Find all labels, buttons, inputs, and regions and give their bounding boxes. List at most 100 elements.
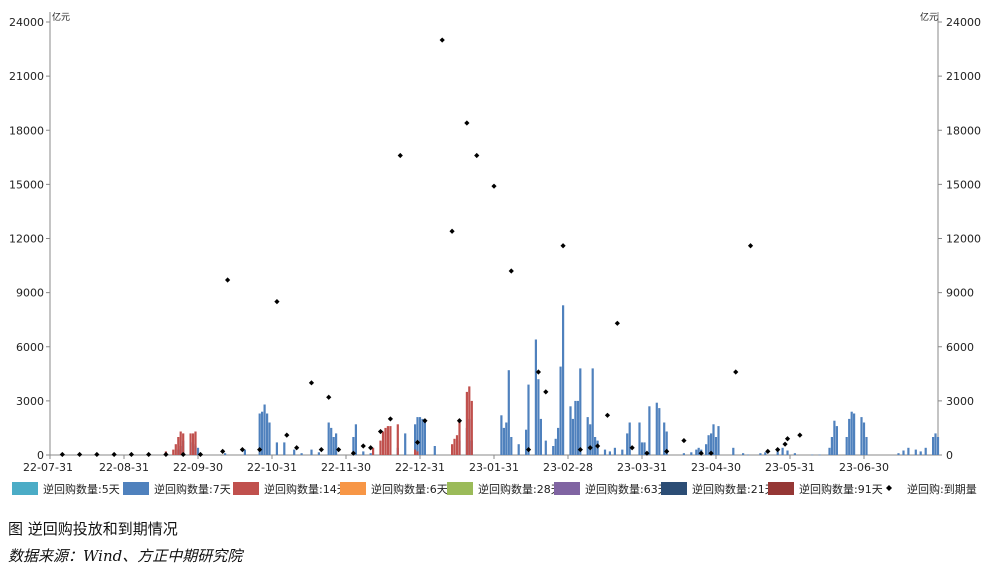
maturity-point [111, 451, 117, 458]
bar-layer [61, 305, 940, 456]
maturity-point [508, 268, 514, 274]
maturity-point [543, 389, 549, 395]
bar-7d [643, 442, 646, 455]
bar-7d [848, 418, 851, 455]
maturity-point [456, 418, 463, 424]
bar-7d [764, 452, 767, 455]
maturity-point [491, 183, 497, 189]
y-tick-label-right: 12000 [946, 233, 981, 246]
bar-7d [626, 433, 629, 455]
figure-caption: 图 逆回购投放和到期情况 [8, 520, 178, 538]
y-tick-label-right: 0 [946, 449, 953, 462]
bar-7d [332, 437, 335, 455]
bar-7d [833, 420, 836, 455]
legend-swatch-maturity [886, 485, 892, 491]
bar-7d [818, 454, 821, 456]
bar-14d [189, 433, 192, 455]
bar-7d [327, 422, 330, 455]
maturity-point [414, 439, 421, 445]
maturity-point [163, 451, 169, 458]
bar-7d [830, 437, 833, 455]
bar-7d [293, 449, 296, 455]
maturity-point [733, 369, 739, 375]
maturity-point [377, 428, 384, 435]
maturity-point [146, 451, 152, 458]
y-tick-label-left: 12000 [9, 233, 44, 246]
bar-14d [453, 438, 456, 455]
maturity-point [595, 443, 601, 449]
bar-7d [414, 424, 417, 455]
bar-7d [505, 422, 508, 455]
bar-7d [793, 453, 796, 455]
bar-7d [907, 447, 910, 455]
bar-7d [310, 449, 313, 455]
bar-7d [665, 431, 668, 455]
bar-7d [924, 447, 927, 455]
y-tick-label-left: 15000 [9, 178, 44, 191]
y-tick-label-left: 9000 [16, 287, 44, 300]
maturity-point [308, 380, 315, 386]
bar-7d [707, 435, 710, 455]
maturity-point [197, 451, 204, 458]
maturity-point [128, 451, 134, 458]
bar-14d [384, 427, 387, 455]
maturity-point [274, 299, 280, 305]
bar-7d [404, 433, 407, 455]
x-tick-label: 22-08-31 [99, 461, 149, 474]
bar-14d [192, 433, 195, 455]
bar-7d [781, 447, 784, 455]
bar-14d [465, 391, 468, 455]
bar-14d [414, 449, 417, 455]
maturity-point [336, 446, 342, 453]
maturity-point [708, 450, 714, 456]
bar-7d [243, 449, 246, 455]
bar-7d [865, 437, 868, 455]
bar-7d [527, 384, 530, 455]
bar-7d [710, 433, 713, 455]
y-tick-label-left: 21000 [9, 70, 44, 83]
maturity-point [747, 243, 754, 249]
maturity-point [318, 446, 324, 453]
bar-7d [557, 427, 560, 455]
y-tick-label-right: 3000 [946, 395, 974, 408]
bar-7d [423, 422, 426, 455]
bar-7d [258, 413, 261, 455]
bar-7d [919, 451, 922, 455]
maturity-point [239, 446, 245, 453]
bar-7d [776, 451, 779, 455]
legend-label: 逆回购数量:63天 [585, 482, 669, 496]
bar-7d [717, 426, 720, 455]
bar-7d [934, 433, 937, 455]
bar-7d [811, 454, 814, 456]
bar-7d [562, 305, 565, 455]
bar-14d [194, 431, 197, 455]
bar-7d [534, 339, 537, 455]
bar-7d [759, 453, 762, 455]
bar-14d [381, 431, 385, 455]
maturity-point [784, 436, 791, 442]
maturity-point [474, 152, 480, 159]
bar-7d [608, 451, 611, 455]
bar-14d [177, 437, 180, 455]
legend-label: 逆回购数量:14天 [264, 482, 348, 496]
bar-7d [853, 413, 856, 455]
x-tick-label: 23-05-31 [765, 461, 815, 474]
bar-14d [179, 431, 182, 455]
y-tick-label-right: 9000 [946, 287, 974, 300]
bar-7d [502, 427, 505, 455]
maturity-point [59, 451, 65, 458]
chart-legend: 逆回购数量:5天 逆回购数量:7天 逆回购数量:14天 逆回购数量:6天 逆回购数量:2… [8, 477, 977, 499]
bar-7d [695, 449, 698, 455]
maturity-point [350, 450, 356, 456]
source-note: 数据来源：Wind、方正中期研究院 [8, 547, 243, 565]
y-unit-right: 亿元 [920, 11, 938, 23]
maturity-point [775, 446, 781, 453]
bar-7d [507, 370, 510, 455]
bar-14d [174, 444, 177, 455]
bar-7d [317, 452, 320, 455]
bar-7d [640, 442, 644, 455]
bar-7d [902, 450, 905, 455]
maturity-point [797, 432, 803, 438]
maturity-point [525, 446, 532, 453]
